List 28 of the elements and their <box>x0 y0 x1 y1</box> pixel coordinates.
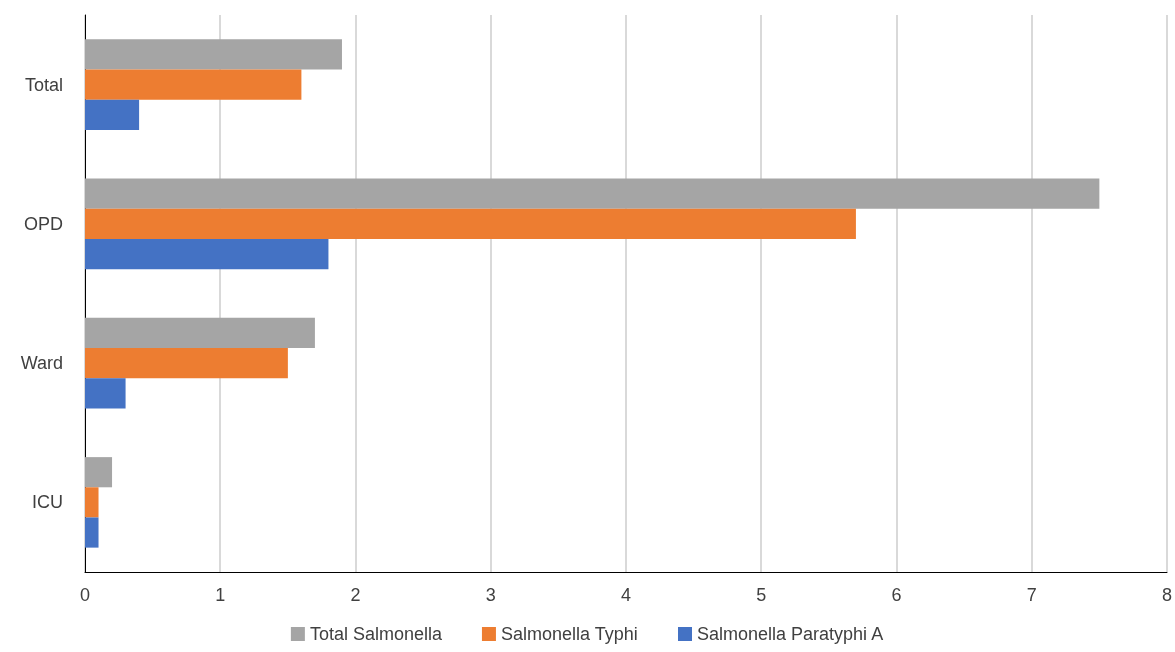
bar <box>85 208 856 239</box>
bar <box>85 517 99 548</box>
x-tick-label: 6 <box>891 585 902 605</box>
y-tick-label: ICU <box>32 492 63 513</box>
bar <box>85 69 302 100</box>
bar <box>85 348 288 379</box>
bar <box>85 457 113 488</box>
legend-label: Salmonella Paratyphi A <box>697 624 884 644</box>
legend-label: Total Salmonella <box>309 624 443 644</box>
y-tick-label: OPD <box>23 213 63 234</box>
y-tick-label: Ward <box>20 353 63 374</box>
bar <box>85 378 126 409</box>
x-tick-label: 0 <box>79 585 91 605</box>
x-tick-label: 4 <box>620 585 632 605</box>
x-tick-label: 2 <box>350 585 361 605</box>
y-tick-label: Total <box>24 74 63 95</box>
bar <box>85 487 99 518</box>
x-tick-label: 7 <box>1026 585 1037 605</box>
bar <box>85 238 329 270</box>
bar <box>85 317 315 349</box>
bar <box>85 39 342 70</box>
legend-label: Salmonella Typhi <box>500 624 638 644</box>
bar <box>85 99 140 130</box>
x-tick-label: 1 <box>215 585 226 605</box>
x-tick-label: 5 <box>756 585 767 605</box>
bar <box>85 178 1100 209</box>
x-tick-label: 8 <box>1161 585 1172 605</box>
x-tick-label: 3 <box>485 585 496 605</box>
